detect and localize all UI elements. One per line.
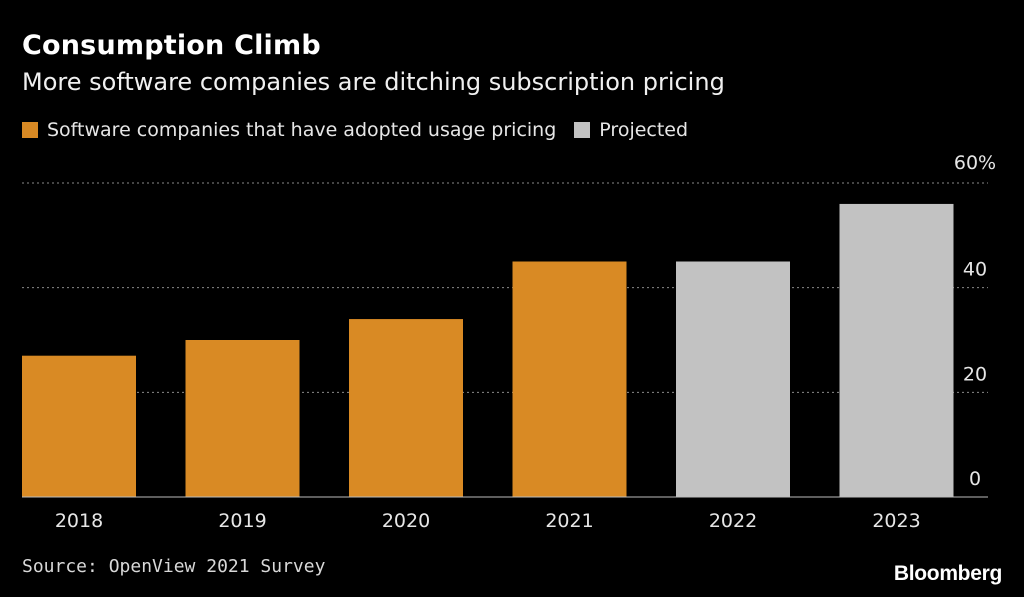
y-tick-label: 20	[963, 363, 987, 385]
x-tick-label: 2022	[709, 510, 757, 532]
bar	[349, 319, 463, 497]
legend: Software companies that have adopted usa…	[22, 119, 706, 141]
source-note: Source: OpenView 2021 Survey	[22, 556, 326, 577]
bar	[839, 203, 954, 497]
y-tick-label: 60%	[954, 152, 996, 174]
legend-label-adopted: Software companies that have adopted usa…	[47, 119, 557, 141]
x-tick-label: 2021	[545, 510, 593, 532]
legend-label-projected: Projected	[599, 119, 689, 141]
legend-swatch-projected	[574, 122, 591, 138]
legend-swatch-adopted	[22, 122, 38, 138]
legend-item-projected: Projected	[574, 119, 688, 141]
chart-subtitle: More software companies are ditching sub…	[22, 68, 725, 96]
bloomberg-logo: Bloomberg	[893, 562, 1002, 585]
bar	[676, 261, 790, 497]
y-tick-label: 0	[969, 468, 981, 490]
y-tick-label: 40	[963, 259, 987, 281]
bar	[185, 340, 300, 497]
bar	[512, 261, 627, 497]
chart-title: Consumption Climb	[22, 30, 321, 61]
bar	[22, 355, 136, 497]
x-tick-label: 2019	[218, 510, 266, 532]
x-tick-label: 2020	[382, 510, 430, 532]
legend-item-adopted: Software companies that have adopted usa…	[22, 119, 556, 141]
x-tick-label: 2018	[55, 510, 103, 532]
x-tick-label: 2023	[872, 510, 920, 532]
